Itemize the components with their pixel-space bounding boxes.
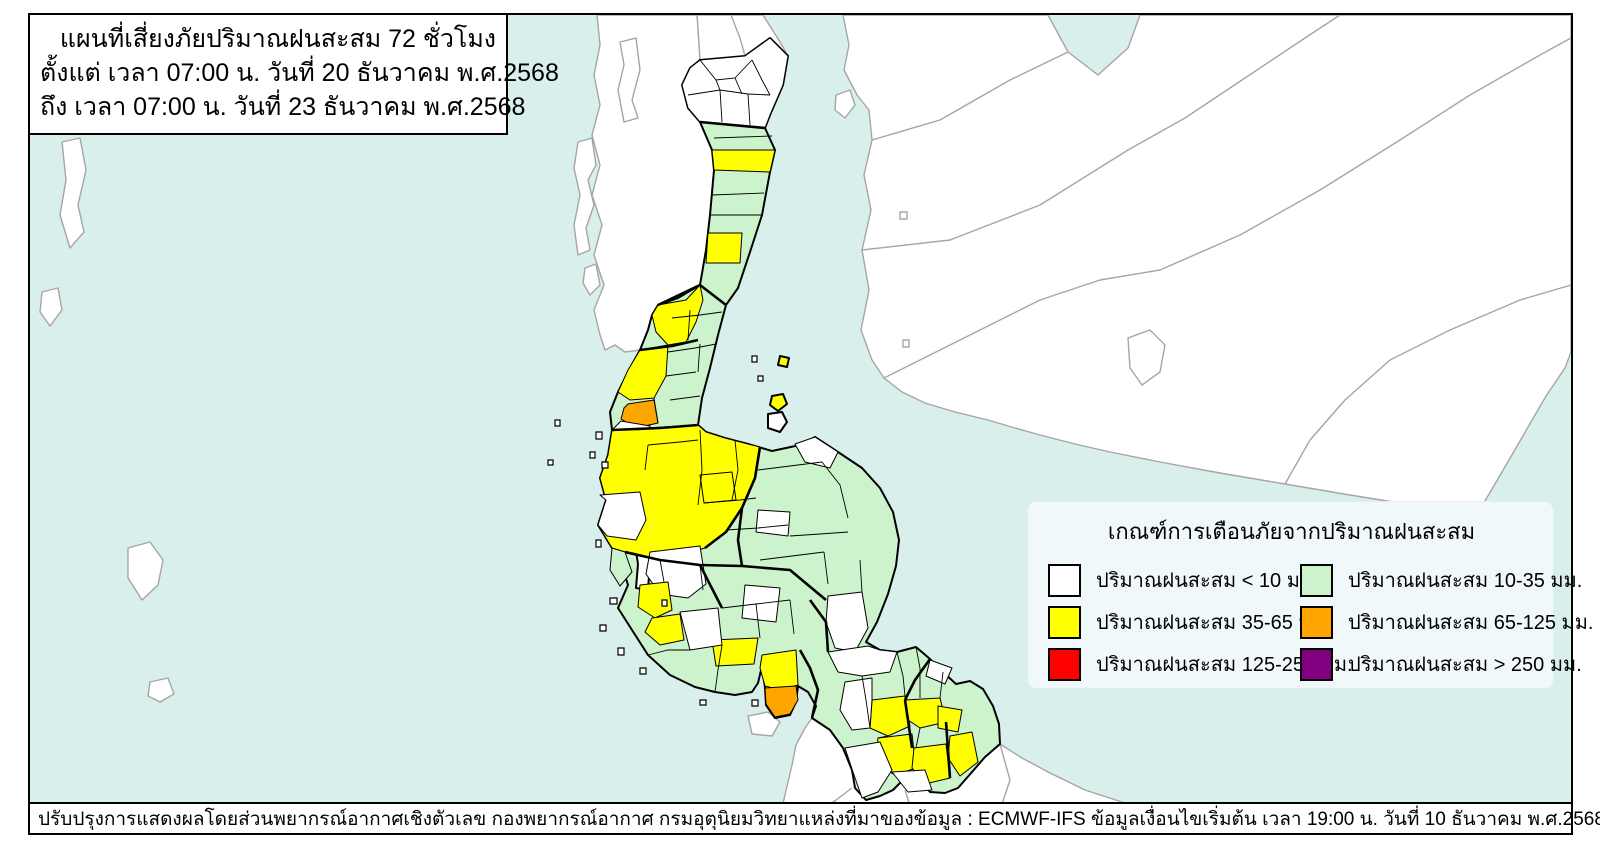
legend-swatch-10-35	[1300, 563, 1333, 597]
district-patch	[844, 741, 893, 799]
district-patch	[699, 471, 737, 504]
district-patch	[637, 581, 673, 619]
district-patch	[925, 659, 953, 685]
island-phangan	[769, 393, 788, 412]
legend-item-gt250: ปริมาณฝนสะสม > 250 มม.	[1300, 647, 1593, 681]
district-patch	[644, 613, 685, 646]
legend-item-10-35: ปริมาณฝนสะสม 10-35 มม.	[1300, 563, 1593, 597]
border-indochina-1	[871, 51, 1069, 141]
island-andaman-1	[59, 137, 87, 249]
district-patch	[891, 769, 933, 793]
island-tao	[777, 355, 790, 368]
legend-swatch-125-250	[1048, 647, 1081, 681]
title-line-1: แผนที่เสี่ยงภัยปริมาณฝนสะสม 72 ชั่วโมง	[59, 25, 496, 53]
footer-source-text: แหล่งที่มาของข้อมูล : ECMWF-IFS ข้อมูลเง…	[798, 808, 1600, 830]
district-patch	[609, 547, 633, 587]
legend-item-125-250: ปริมาณฝนสะสม 125-250 มม.	[1048, 647, 1353, 681]
map-frame: แผนที่เสี่ยงภัยปริมาณฝนสะสม 72 ชั่วโมง ต…	[28, 13, 1600, 835]
legend-item-65-125: ปริมาณฝนสะสม 65-125 มม.	[1300, 605, 1594, 639]
land-indochina	[842, 15, 1571, 519]
island-phu-quoc	[1127, 329, 1166, 386]
map-image	[30, 15, 1571, 833]
legend-swatch-65-125	[1300, 605, 1333, 639]
border-indochina-2	[861, 15, 1341, 251]
island-gulf-2	[899, 211, 908, 220]
district-patch	[711, 637, 759, 667]
legend-title: เกณฑ์การเตือนภัยจากปริมาณฝนสะสม	[1107, 519, 1476, 544]
legend-label-125-250: ปริมาณฝนสะสม 125-250 มม.	[1096, 654, 1353, 676]
district-patch-orange-south	[764, 685, 799, 718]
district-patch	[794, 436, 839, 469]
legend-item-35-65: ปริมาณฝนสะสม 35-65 มม.	[1048, 605, 1330, 639]
district-patches-layer	[597, 37, 979, 799]
border-central-thailand	[730, 15, 746, 57]
legend-label-65-125: ปริมาณฝนสะสม 65-125 มม.	[1348, 612, 1594, 634]
coastal-islets-layer	[547, 355, 764, 707]
district-patch	[597, 491, 647, 541]
legend-swatch-lt10	[1048, 563, 1081, 597]
island-andaman-2	[39, 287, 63, 327]
island-langkawi	[747, 711, 781, 737]
legend-item-lt10: ปริมาณฝนสะสม < 10 มม.	[1048, 563, 1319, 597]
title-box: แผนที่เสี่ยงภัยปริมาณฝนสะสม 72 ชั่วโมง ต…	[30, 15, 559, 135]
island-myeik-3	[582, 263, 601, 296]
district-patch	[711, 149, 776, 173]
island-andaman-4	[147, 677, 175, 703]
legend-label-10-35: ปริมาณฝนสะสม 10-35 มม.	[1348, 570, 1583, 592]
title-line-3: ถึง เวลา 07:00 น. วันที่ 23 ธันวาคม พ.ศ.…	[40, 93, 526, 121]
province-borders-layer	[611, 120, 952, 779]
island-samui	[767, 411, 788, 433]
district-patch	[705, 232, 743, 264]
island-gulf-1	[834, 89, 856, 119]
legend-grid: ปริมาณฝนสะสม < 10 มม. ปริมาณฝนสะสม 10-35…	[1048, 559, 1593, 685]
legend-panel: เกณฑ์การเตือนภัยจากปริมาณฝนสะสม ปริมาณฝน…	[1027, 501, 1593, 689]
district-patch	[755, 509, 791, 537]
legend-swatch-gt250	[1300, 647, 1333, 681]
district-patch	[681, 37, 789, 129]
legend-label-gt250: ปริมาณฝนสะสม > 250 มม.	[1348, 654, 1582, 676]
district-patch	[759, 649, 799, 691]
title-line-2: ตั้งแต่ เวลา 07:00 น. วันที่ 20 ธันวาคม …	[40, 59, 559, 87]
district-patch	[827, 645, 898, 677]
district-borders-layer	[644, 59, 944, 749]
border-indochina-3	[883, 37, 1571, 379]
legend-swatch-35-65	[1048, 605, 1081, 639]
district-patch	[937, 705, 963, 733]
legend-label-lt10: ปริมาณฝนสะสม < 10 มม.	[1096, 570, 1319, 592]
island-gulf-3	[902, 339, 910, 348]
island-andaman-3	[127, 541, 164, 601]
legend-label-35-65: ปริมาณฝนสะสม 35-65 มม.	[1096, 612, 1331, 634]
island-myeik-1	[617, 37, 641, 123]
island-myeik-2	[573, 137, 597, 256]
district-patch	[617, 344, 669, 401]
border-indochina-4	[1284, 284, 1571, 485]
district-patch	[651, 284, 704, 346]
footer-bar: ปรับปรุงการแสดงผลโดยส่วนพยากรณ์อากาศเชิง…	[30, 802, 1600, 833]
footer-credit-text: ปรับปรุงการแสดงผลโดยส่วนพยากรณ์อากาศเชิง…	[38, 808, 799, 830]
